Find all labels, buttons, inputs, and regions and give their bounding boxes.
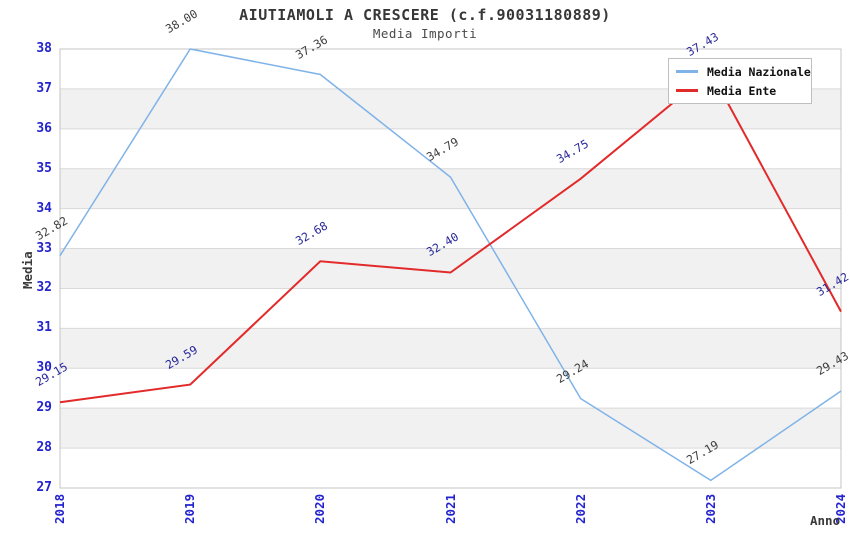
y-tick-label: 37 bbox=[36, 80, 52, 96]
grid-band bbox=[60, 168, 841, 209]
legend-item-label: Media Nazionale bbox=[707, 64, 811, 79]
chart-title: AIUTIAMOLI A CRESCERE (c.f.90031180889) bbox=[239, 6, 611, 24]
x-tick-label: 2019 bbox=[182, 494, 198, 525]
y-tick-label: 31 bbox=[36, 320, 52, 336]
legend-color-swatch bbox=[676, 70, 698, 73]
y-tick-label: 27 bbox=[36, 480, 52, 495]
chart-subtitle: Media Importi bbox=[372, 26, 478, 41]
legend: Media Nazionale Media Ente bbox=[668, 58, 812, 104]
x-tick-label: 2023 bbox=[702, 494, 718, 525]
legend-item: Media Nazionale bbox=[669, 65, 811, 79]
x-tick-label: 2021 bbox=[442, 494, 458, 525]
y-tick-label: 32 bbox=[36, 280, 52, 296]
series-line bbox=[59, 48, 842, 482]
y-tick-label: 35 bbox=[36, 160, 52, 176]
y-tick-label: 28 bbox=[36, 440, 52, 456]
grid-band bbox=[60, 408, 841, 449]
x-tick-label: 2018 bbox=[52, 494, 67, 525]
y-tick-label: 30 bbox=[36, 360, 52, 376]
legend-color-swatch bbox=[676, 89, 698, 92]
x-tick-label: 2020 bbox=[312, 494, 328, 525]
y-axis-title: Media bbox=[20, 251, 35, 289]
plot-border bbox=[59, 48, 842, 489]
y-tick-label: 38 bbox=[36, 41, 52, 56]
grid-band bbox=[60, 328, 841, 369]
x-tick-label: 2022 bbox=[572, 494, 588, 525]
grid-band bbox=[60, 248, 841, 289]
x-axis-title: Anno bbox=[810, 513, 841, 528]
y-tick-label: 34 bbox=[36, 200, 52, 216]
y-tick-label: 33 bbox=[36, 240, 52, 256]
y-tick-label: 29 bbox=[36, 400, 52, 416]
y-tick-label: 36 bbox=[36, 120, 52, 136]
legend-item-label: Media Ente bbox=[707, 83, 777, 98]
legend-item: Media Ente bbox=[669, 84, 811, 98]
